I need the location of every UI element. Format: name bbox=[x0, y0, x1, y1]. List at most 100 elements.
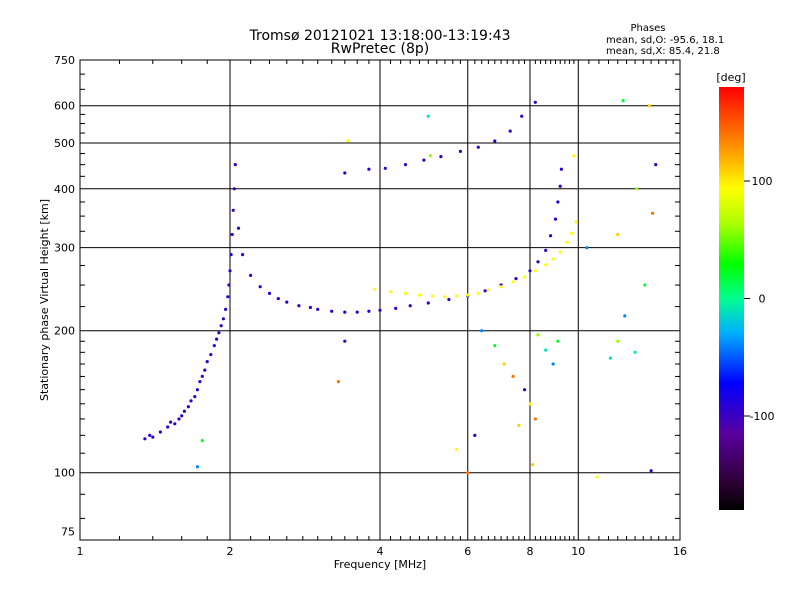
data-point bbox=[169, 420, 173, 424]
data-point bbox=[316, 307, 320, 311]
data-point bbox=[229, 253, 233, 257]
data-point bbox=[177, 417, 181, 421]
data-point bbox=[486, 288, 490, 292]
data-point bbox=[476, 291, 480, 295]
data-point bbox=[367, 309, 371, 313]
data-point bbox=[574, 220, 578, 224]
colorbar-tick-label: -100 bbox=[750, 410, 775, 423]
data-point bbox=[231, 208, 235, 212]
data-point bbox=[621, 99, 625, 103]
data-point bbox=[536, 333, 540, 337]
data-point bbox=[166, 425, 170, 429]
data-point bbox=[466, 471, 470, 475]
data-point bbox=[212, 344, 216, 348]
x-tick-label: 2 bbox=[227, 545, 234, 558]
data-point bbox=[544, 263, 548, 267]
data-point bbox=[466, 293, 470, 297]
data-point bbox=[285, 300, 289, 304]
data-point bbox=[336, 380, 340, 384]
data-point bbox=[346, 139, 350, 143]
data-point bbox=[643, 283, 647, 287]
data-point bbox=[189, 399, 193, 403]
y-tick-label: 500 bbox=[54, 137, 75, 150]
data-point bbox=[585, 246, 589, 250]
data-point bbox=[173, 422, 177, 426]
x-axis-label: Frequency [MHz] bbox=[334, 558, 426, 571]
y-tick-label: 75 bbox=[61, 526, 75, 539]
data-point bbox=[180, 414, 184, 418]
data-point bbox=[355, 310, 359, 314]
data-point bbox=[608, 356, 613, 360]
data-point bbox=[536, 260, 540, 264]
data-point bbox=[158, 430, 162, 434]
data-point bbox=[182, 409, 186, 413]
y-tick-labels: 75 100 200 300 400 500 600 750 bbox=[54, 54, 75, 539]
x-tick-labels: 1 2 4 6 8 10 16 bbox=[77, 545, 688, 558]
data-point bbox=[200, 439, 204, 443]
data-point bbox=[508, 129, 512, 133]
data-point bbox=[528, 402, 532, 406]
data-point bbox=[572, 154, 576, 158]
plot-frame bbox=[79, 59, 681, 541]
x-tick-label: 10 bbox=[571, 545, 585, 558]
data-point bbox=[276, 297, 280, 301]
data-point bbox=[648, 104, 652, 108]
data-point bbox=[654, 163, 658, 167]
data-point bbox=[372, 287, 377, 291]
data-point bbox=[499, 285, 503, 289]
data-point bbox=[209, 353, 213, 357]
data-point bbox=[217, 331, 221, 335]
x-tick-label: 16 bbox=[673, 545, 687, 558]
data-point bbox=[558, 250, 562, 254]
y-axis-label: Stationary phase Virtual Height [km] bbox=[38, 199, 51, 401]
colorbar-tick-label: 0 bbox=[759, 293, 766, 306]
axis-ticks bbox=[80, 60, 680, 540]
colorbar-ticks: -100 0 100 bbox=[744, 175, 774, 423]
data-point bbox=[226, 295, 230, 299]
data-point bbox=[556, 339, 560, 343]
colorbar-label: [deg] bbox=[716, 71, 745, 84]
data-point bbox=[233, 163, 237, 167]
data-point bbox=[195, 388, 199, 392]
x-tick-label: 8 bbox=[527, 545, 534, 558]
data-point bbox=[520, 114, 524, 118]
x-tick-label: 4 bbox=[377, 545, 384, 558]
data-point bbox=[443, 295, 447, 299]
data-point bbox=[616, 232, 620, 237]
data-point bbox=[408, 304, 412, 308]
data-point bbox=[227, 283, 231, 287]
grid-lines bbox=[80, 60, 680, 540]
data-point bbox=[203, 368, 207, 372]
data-point bbox=[195, 465, 199, 469]
y-tick-label: 300 bbox=[54, 242, 75, 255]
data-point bbox=[426, 301, 430, 305]
data-point bbox=[378, 308, 382, 312]
data-point bbox=[493, 344, 497, 348]
data-point bbox=[531, 463, 535, 467]
data-point bbox=[455, 447, 459, 452]
data-point bbox=[308, 305, 312, 310]
data-point bbox=[476, 145, 480, 149]
data-point bbox=[635, 187, 639, 191]
data-point bbox=[544, 248, 548, 252]
data-point bbox=[514, 277, 518, 281]
data-point bbox=[389, 290, 393, 294]
data-point bbox=[200, 374, 204, 378]
data-point bbox=[649, 469, 653, 473]
data-point bbox=[522, 275, 527, 279]
data-point bbox=[428, 154, 432, 158]
data-point bbox=[367, 167, 371, 171]
data-point bbox=[228, 269, 232, 273]
data-point bbox=[267, 291, 272, 295]
data-point bbox=[544, 348, 548, 352]
data-point bbox=[151, 435, 155, 439]
chart-subtitle: RwPretec (8p) bbox=[331, 41, 429, 57]
data-point bbox=[426, 114, 430, 118]
chart-title: Tromsø 20121021 13:18:00-13:19:43 bbox=[249, 28, 511, 44]
data-point bbox=[522, 388, 527, 392]
data-point bbox=[480, 329, 484, 333]
data-point bbox=[570, 231, 574, 235]
data-point bbox=[205, 360, 209, 364]
x-tick-label: 6 bbox=[464, 545, 471, 558]
data-point bbox=[403, 291, 408, 295]
